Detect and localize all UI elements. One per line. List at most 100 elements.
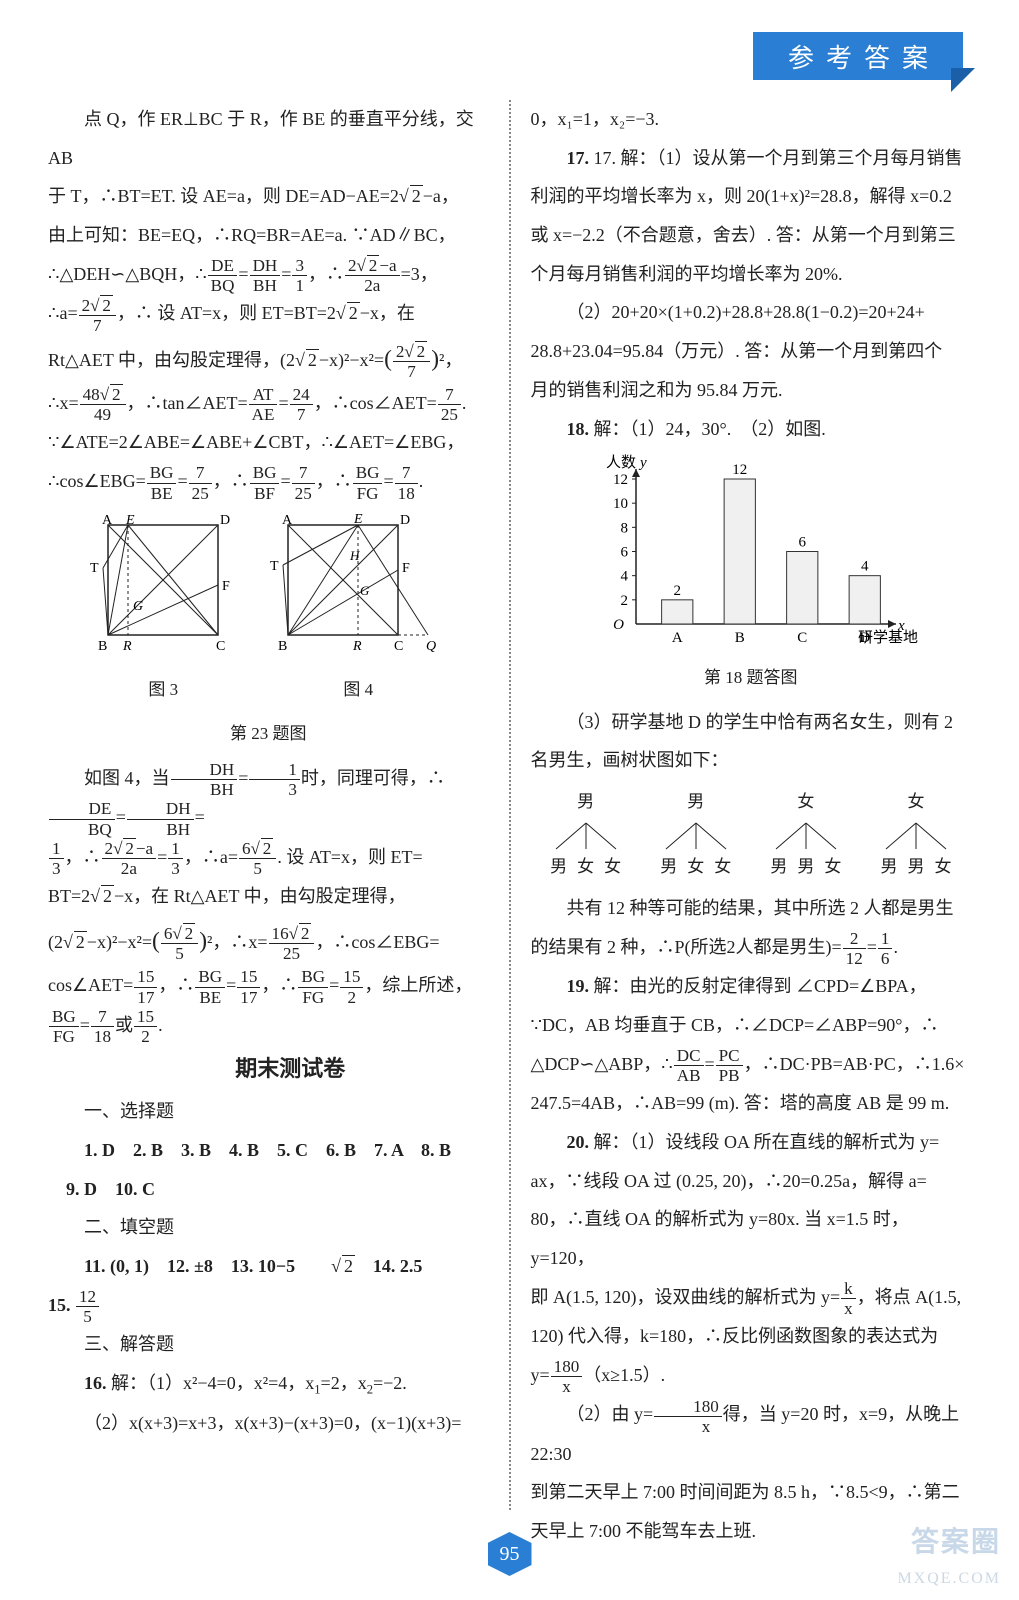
l-p4: ∴△DEH∽△BQH，∴DEBQ=DHBH=31，∴22−a2a=3， <box>48 255 489 294</box>
content-area: 点 Q，作 ER⊥BC 于 R，作 BE 的垂直平分线，交 AB 于 T，∴BT… <box>48 100 971 1510</box>
final-exam-title: 期末测试卷 <box>48 1045 489 1092</box>
l-p1: 点 Q，作 ER⊥BC 于 R，作 BE 的垂直平分线，交 AB <box>48 100 489 177</box>
tree-diagram-row: 男 男女女男 男女女女 男男女女 男男女 <box>531 784 972 885</box>
svg-text:G: G <box>133 599 143 614</box>
r-q20g: y=180x（x≥1.5）. <box>531 1356 972 1395</box>
r-q20d: 即 A(1.5, 120)，设双曲线的解析式为 y=kx，将点 A(1.5, <box>531 1278 972 1317</box>
sec2-title: 二、填空题 <box>48 1208 489 1247</box>
svg-text:6: 6 <box>798 535 806 551</box>
fig3-caption: 图 3 <box>88 672 238 709</box>
r-q17a: 17. 17. 解：（1）设从第一个月到第三个月每月销售 <box>531 139 972 178</box>
mc-answers: 1. D 2. B 3. B 4. B 5. C 6. B 7. A 8. B <box>48 1131 489 1170</box>
svg-text:B: B <box>734 630 744 646</box>
tree-diagram: 女 男男女 <box>876 784 956 885</box>
svg-text:人数: 人数 <box>606 454 636 471</box>
fig-main-caption: 第 23 题图 <box>48 716 489 753</box>
r-q20b: ax，∵线段 OA 过 (0.25, 20)，∴20=0.25a，解得 a= <box>531 1162 972 1201</box>
svg-text:10: 10 <box>613 496 628 512</box>
r-q20-2c: 天早上 7:00 不能驾车去上班. <box>531 1512 972 1551</box>
svg-text:O: O <box>613 617 624 633</box>
r-q20c: 80，∴直线 OA 的解析式为 y=80x. 当 x=1.5 时，y=120， <box>531 1200 972 1277</box>
r-q19b: ∵DC，AB 均垂直于 CB，∴∠DCP=∠ABP=90°，∴ <box>531 1006 972 1045</box>
svg-text:8: 8 <box>620 521 628 537</box>
figure-4: A E D T H F G B R C Q 图 4 <box>268 510 448 715</box>
r-q17-2b: 28.8+23.04=95.84（万元）. 答：从第一个月到第四个 <box>531 332 972 371</box>
svg-text:R: R <box>122 639 132 654</box>
svg-text:C: C <box>394 639 403 654</box>
figure-3: AE D T G F BR C 图 3 <box>88 510 238 715</box>
svg-text:Q: Q <box>426 639 436 654</box>
svg-text:A: A <box>672 630 683 646</box>
svg-text:D: D <box>400 513 410 528</box>
right-column: 0，x₁=1，x₂=−3. 17. 17. 解：（1）设从第一个月到第三个月每月… <box>511 100 972 1510</box>
svg-text:D: D <box>220 513 230 528</box>
l-p15: BGFG=718或152. <box>48 1006 489 1045</box>
fig4-caption: 图 4 <box>268 672 448 709</box>
r-q17-2c: 月的销售利润之和为 95.84 万元. <box>531 371 972 410</box>
svg-text:C: C <box>216 639 225 654</box>
sec3-title: 三、解答题 <box>48 1325 489 1364</box>
q16-2: （2）x(x+3)=x+3，x(x+3)−(x+3)=0，(x−1)(x+3)= <box>48 1404 489 1443</box>
svg-text:6: 6 <box>620 545 628 561</box>
figure-row: AE D T G F BR C 图 3 <box>48 510 489 715</box>
l-p10: 如图 4，当DHBH=13时，同理可得，∴DEBQ=DHBH= <box>48 759 489 838</box>
r-q19d: 247.5=4AB，∴AB=99 (m). 答：塔的高度 AB 是 99 m. <box>531 1084 972 1123</box>
r-q18-3d: 的结果有 2 种，∴P(所选2人都是男生)=212=16. <box>531 928 972 967</box>
svg-text:H: H <box>349 548 360 563</box>
r-q18-3c: 共有 12 种等可能的结果，其中所选 2 人都是男生 <box>531 889 972 928</box>
mc-answers-2: 9. D 10. C <box>48 1170 489 1209</box>
r-q18-3a: （3）研学基地 D 的学生中恰有两名女生，则有 2 <box>531 703 972 742</box>
l-p7: ∴x=48249，∴tan∠AET=ATAE=247，∴cos∠AET=725. <box>48 384 489 423</box>
svg-text:4: 4 <box>861 559 869 575</box>
svg-text:F: F <box>222 579 230 594</box>
r-q20f: 120) 代入得，k=180，∴反比例函数图象的表达式为 <box>531 1317 972 1356</box>
svg-text:y: y <box>638 455 647 471</box>
l-p9: ∴cos∠EBG=BGBE=725，∴BGBF=725，∴BGFG=718. <box>48 462 489 501</box>
svg-text:E: E <box>125 513 135 528</box>
r-q18-3b: 名男生，画树状图如下： <box>531 741 972 780</box>
r-q20-2a: （2）由 y=180x得，当 y=20 时，x=9，从晚上 22:30 <box>531 1395 972 1473</box>
watermark-sub: MXQE.COM <box>897 1570 1001 1588</box>
svg-text:E: E <box>353 512 363 527</box>
fill-answers-2: 15. 125 <box>48 1286 489 1325</box>
r-p0: 0，x₁=1，x₂=−3. <box>531 100 972 139</box>
r-q17c: 或 x=−2.2（不合题意，舍去）. 答：从第一个月到第三 <box>531 216 972 255</box>
watermark-main: 答案圈 <box>911 1520 1001 1560</box>
tree-diagram: 女 男男女 <box>766 784 846 885</box>
svg-text:G: G <box>360 583 370 598</box>
svg-text:研学基地: 研学基地 <box>858 629 918 646</box>
l-p5: ∴a=227，∴ 设 AT=x，则 ET=BT=22−x，在 <box>48 294 489 333</box>
r-q19c: △DCP∽△ABP，∴DCAB=PCPB，∴DC·PB=AB·PC，∴1.6× <box>531 1045 972 1084</box>
l-p12: BT=22−x，在 Rt△AET 中，由勾股定理得， <box>48 877 489 916</box>
tree-diagram: 男 男女女 <box>546 784 626 885</box>
r-q17d: 个月每月销售利润的平均增长率为 20%. <box>531 255 972 294</box>
l-p11: 13，∴22−a2a=13，∴a=625. 设 AT=x，则 ET= <box>48 838 489 877</box>
svg-text:F: F <box>402 561 410 576</box>
svg-text:R: R <box>352 639 362 654</box>
chart-caption: 第 18 题答图 <box>531 660 972 697</box>
r-q17b: 利润的平均增长率为 x，则 20(1+x)²=28.8，解得 x=0.2 <box>531 177 972 216</box>
svg-text:A: A <box>102 513 113 528</box>
l-p8: ∵∠ATE=2∠ABE=∠ABE+∠CBT，∴∠AET=∠EBG， <box>48 423 489 462</box>
svg-text:T: T <box>270 559 279 574</box>
r-q20-2b: 到第二天早上 7:00 时间间距为 8.5 h，∵8.5<9，∴第二 <box>531 1473 972 1512</box>
header-tab: 参考答案 <box>753 32 963 80</box>
svg-text:12: 12 <box>732 462 747 478</box>
l-p3: 由上可知：BE=EQ，∴RQ=BR=AE=a. ∵AD∥BC， <box>48 216 489 255</box>
svg-text:2: 2 <box>673 583 681 599</box>
svg-text:C: C <box>797 630 807 646</box>
svg-text:4: 4 <box>620 569 628 585</box>
fill-answers: 11. (0, 1) 12. ±8 13. 10−52 14. 2.5 <box>48 1247 489 1286</box>
bar-chart: 24681012O2A12B6C4D人数yx研学基地 <box>581 454 921 654</box>
left-column: 点 Q，作 ER⊥BC 于 R，作 BE 的垂直平分线，交 AB 于 T，∴BT… <box>48 100 509 1510</box>
sec1-title: 一、选择题 <box>48 1092 489 1131</box>
page-number: 95 <box>488 1532 532 1576</box>
r-q17-2a: （2）20+20×(1+0.2)+28.8+28.8(1−0.2)=20+24+ <box>531 293 972 332</box>
header-title: 参考答案 <box>788 38 940 75</box>
l-p14: cos∠AET=1517，∴BGBE=1517，∴BGFG=152，综上所述， <box>48 966 489 1005</box>
svg-text:T: T <box>90 561 99 576</box>
l-p6: Rt△AET 中，由勾股定理得，(22−x)²−x²=(227)²， <box>48 334 489 384</box>
r-q19a: 19. 解：由光的反射定律得到 ∠CPD=∠BPA， <box>531 967 972 1006</box>
svg-text:A: A <box>282 513 293 528</box>
svg-text:B: B <box>278 639 287 654</box>
